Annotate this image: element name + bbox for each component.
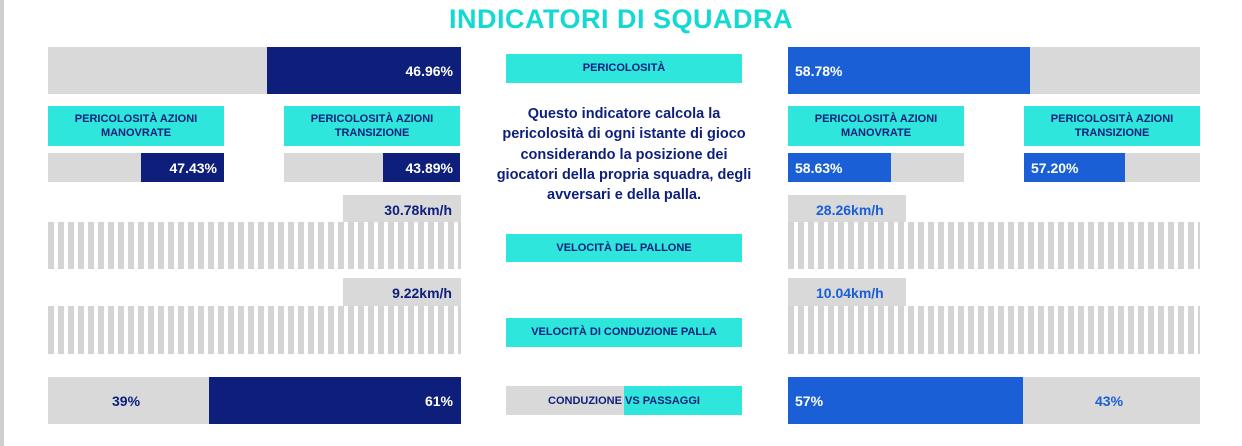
away-conduzione-bar: 57% 43% [788, 377, 1200, 424]
away-transizione-fill [1024, 153, 1125, 182]
away-passaggi-value: 43% [1095, 392, 1124, 409]
home-manovrate-label: PERICOLOSITÀ AZIONI MANOVRATE [48, 106, 224, 146]
velocita-conduzione-label: VELOCITÀ DI CONDUZIONE PALLA [506, 318, 742, 347]
conduzione-passaggi-label: CONDUZIONE VS PASSAGGI [548, 394, 700, 407]
home-pericolosita-value: 46.96% [405, 62, 453, 79]
away-velocita-conduzione-value: 10.04km/h [816, 284, 884, 301]
away-transizione-label: PERICOLOSITÀ AZIONI TRANSIZIONE [1024, 106, 1200, 146]
conduzione-passaggi-label-box: CONDUZIONE VS PASSAGGI [506, 386, 742, 415]
home-conduzione-value: 39% [112, 392, 141, 409]
away-conduzione-value: 57% [795, 392, 824, 409]
away-transizione-value: 57.20% [1031, 159, 1079, 176]
home-velocita-conduzione-value: 9.22km/h [392, 284, 452, 301]
away-manovrate-bar: 58.63% [788, 153, 964, 182]
home-velocita-pallone-value: 30.78km/h [384, 201, 452, 218]
home-manovrate-bar: 47.43% [48, 153, 224, 182]
home-pericolosita-bar: 46.96% [48, 47, 461, 94]
page-title: INDICATORI DI SQUADRA [448, 4, 793, 34]
away-velocita-pallone-value: 28.26km/h [816, 201, 884, 218]
conduzione-passaggi-split [506, 386, 624, 415]
home-manovrate-value: 47.43% [169, 159, 217, 176]
home-transizione-bar: 43.89% [284, 153, 460, 182]
away-velocita-pallone-track [788, 222, 1200, 269]
home-passaggi-value: 61% [424, 392, 453, 409]
away-manovrate-label: PERICOLOSITÀ AZIONI MANOVRATE [788, 106, 964, 146]
home-velocita-pallone-track [48, 222, 461, 269]
home-conduzione-bar: 39% 61% [48, 377, 461, 424]
away-velocita-conduzione-track [788, 306, 1200, 354]
home-velocita-conduzione-track [48, 306, 461, 354]
home-velocita-pallone-box: 30.78km/h [343, 195, 461, 224]
home-pericolosita-fill [267, 47, 461, 94]
away-manovrate-fill [788, 153, 892, 182]
away-pericolosita-value: 58.78% [795, 62, 843, 79]
home-velocita-conduzione-box: 9.22km/h [343, 278, 461, 307]
pericolosita-label: PERICOLOSITÀ [506, 54, 742, 83]
velocita-pallone-label: VELOCITÀ DEL PALLONE [506, 234, 742, 262]
home-passaggi-fill [209, 377, 461, 424]
away-conduzione-fill [788, 377, 1023, 424]
home-manovrate-fill [140, 153, 224, 182]
home-transizione-fill [382, 153, 460, 182]
away-manovrate-value: 58.63% [795, 159, 843, 176]
away-transizione-bar: 57.20% [1024, 153, 1200, 182]
away-velocita-conduzione-box: 10.04km/h [788, 278, 906, 307]
away-velocita-pallone-box: 28.26km/h [788, 195, 906, 224]
home-transizione-label: PERICOLOSITÀ AZIONI TRANSIZIONE [284, 106, 460, 146]
away-pericolosita-bar: 58.78% [788, 47, 1200, 94]
pericolosita-description: Questo indicatore calcola la pericolosit… [496, 106, 752, 204]
away-pericolosita-fill [788, 47, 1031, 94]
left-divider [0, 0, 4, 446]
home-transizione-value: 43.89% [405, 159, 453, 176]
